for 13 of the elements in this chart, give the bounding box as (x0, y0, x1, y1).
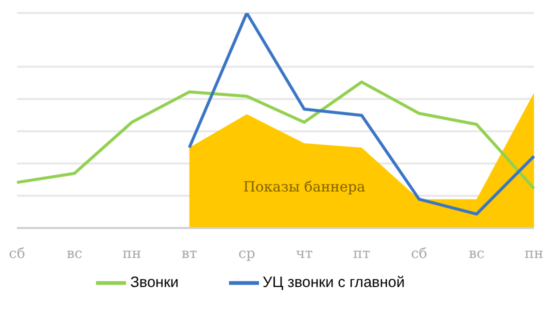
series-label: Показы баннера (243, 179, 366, 196)
x-tick-label: сб (8, 246, 26, 262)
x-tick-label: пн (122, 246, 142, 262)
x-tick-label: пн (524, 246, 544, 262)
x-tick-label: вт (182, 246, 198, 262)
x-tick-label: вс (66, 246, 82, 262)
legend-label: УЦ звонки с главной (262, 274, 405, 291)
x-tick-label: ср (238, 246, 256, 262)
x-tick-label: пт (353, 246, 370, 262)
legend-label: Звонки (130, 274, 179, 291)
x-tick-label: чт (296, 246, 313, 262)
x-tick-label: вс (468, 246, 485, 262)
x-tick-label: сб (410, 246, 428, 262)
